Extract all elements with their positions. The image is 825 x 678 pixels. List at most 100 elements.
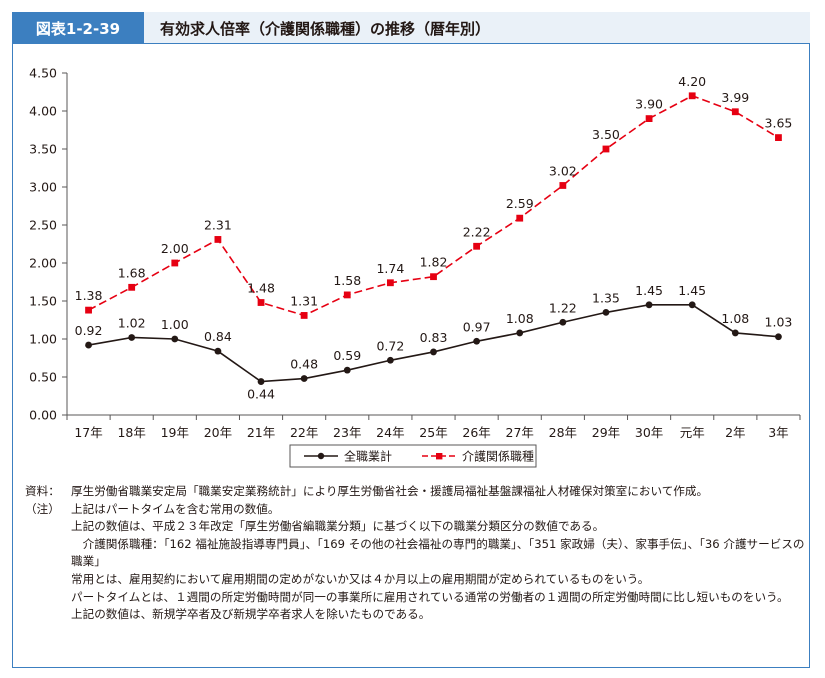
x-tick-label: 25年 (419, 425, 447, 440)
x-tick-label: 27年 (506, 425, 534, 440)
note-text: 上記の数値は、新規学卒者及び新規学卒者求人を除いたものである。 (71, 607, 431, 622)
note-row: 常用とは、雇用契約において雇用期間の定めがないか又は４か月以上の雇用期間が定めら… (25, 571, 805, 589)
series-point (85, 341, 92, 349)
data-label: 4.20 (678, 74, 706, 89)
note-row: 上記の数値は、新規学卒者及び新規学卒者求人を除いたものである。 (25, 606, 805, 624)
data-label: 0.44 (247, 387, 275, 402)
note-text: パートタイムとは、１週間の所定労働時間が同一の事業所に雇用されている通常の労働者… (71, 589, 789, 604)
series-point (386, 356, 394, 364)
data-label: 0.83 (420, 330, 448, 345)
note-text: 厚生労働省職業安定局「職業安定業務統計」により厚生労働省社会・援護局福祉基盤課福… (71, 484, 709, 498)
y-tick-label: 0.50 (29, 370, 57, 385)
series-point (602, 145, 610, 153)
data-label: 0.48 (290, 357, 318, 372)
series-point (257, 378, 265, 385)
data-label: 1.82 (420, 255, 448, 270)
data-label: 2.00 (161, 241, 189, 256)
note-text: 介護関係職種：「162 福祉施設指導専門員」、「169 その他の社会福祉の専門的… (71, 536, 805, 569)
series-point (688, 92, 696, 100)
note-tag (25, 518, 71, 536)
data-label: 2.22 (463, 224, 491, 239)
y-tick-label: 1.50 (29, 294, 57, 309)
data-label: 1.45 (678, 283, 706, 298)
data-label: 0.92 (75, 323, 103, 338)
line-chart: 0.00 0.50 1.00 1.50 2.00 2.50 3.00 3.50 4.00 4.50… (29, 66, 801, 468)
series-point (128, 334, 136, 341)
series-point (559, 318, 567, 326)
data-label: 1.08 (721, 311, 749, 326)
data-label: 1.68 (118, 265, 146, 280)
data-label: 1.45 (635, 283, 663, 298)
note-text: 上記の数値は、平成２３年改定「厚生労働省編職業分類」に基づく以下の職業分類区分の… (71, 519, 605, 534)
x-tick-label: 19年 (161, 425, 189, 440)
series-point (85, 306, 92, 314)
y-tick-label: 0.00 (29, 408, 57, 423)
series-point (775, 333, 782, 341)
x-tick-label: 22年 (290, 425, 318, 440)
series-point (645, 301, 653, 309)
series-point (343, 291, 351, 299)
data-label: 3.02 (549, 163, 577, 178)
series-point (516, 214, 524, 222)
y-tick-label: 2.50 (29, 218, 57, 233)
note-row: 介護関係職種：「162 福祉施設指導専門員」、「169 その他の社会福祉の専門的… (25, 536, 805, 571)
series-point (731, 329, 739, 337)
data-label: 3.65 (765, 116, 793, 131)
x-tick-label: 26年 (462, 425, 490, 440)
note-tag: （注） (25, 501, 60, 516)
series-point (386, 279, 394, 287)
data-label: 1.35 (592, 290, 620, 305)
series-line-2 (88, 94, 779, 317)
note-tag (25, 571, 71, 589)
series-point (688, 301, 696, 309)
y-tick-label: 2.00 (29, 256, 57, 271)
series-point (516, 329, 524, 337)
series-point (171, 259, 179, 267)
data-label: 1.74 (376, 261, 404, 276)
series-point (430, 273, 437, 281)
series-point (645, 115, 653, 122)
note-row: パートタイムとは、１週間の所定労働時間が同一の事業所に雇用されている通常の労働者… (25, 589, 805, 607)
note-row: 資料： 厚生労働省職業安定局「職業安定業務統計」により厚生労働省社会・援護局福祉基… (25, 483, 805, 501)
legend-label: 介護関係職種 (462, 449, 534, 464)
series-point (473, 242, 481, 250)
data-label: 0.72 (376, 338, 404, 353)
note-tag (25, 589, 71, 607)
data-label: 1.58 (333, 273, 361, 288)
series-point (473, 337, 481, 345)
legend (289, 444, 537, 468)
x-tick-label: 21年 (247, 425, 275, 440)
data-label: 2.59 (506, 196, 534, 211)
series-point (731, 108, 739, 116)
legend-label: 全職業計 (344, 449, 392, 464)
y-tick-label: 3.00 (29, 180, 57, 195)
note-row: 上記の数値は、平成２３年改定「厚生労働省編職業分類」に基づく以下の職業分類区分の… (25, 518, 805, 536)
x-tick-label: 29年 (592, 425, 620, 440)
series-point (343, 366, 351, 374)
data-label: 1.38 (75, 288, 103, 303)
y-tick-label: 4.00 (29, 104, 57, 119)
data-label: 0.84 (204, 329, 232, 344)
x-tick-label: 24年 (376, 425, 404, 440)
figure-label: 図表1-2-39 (12, 12, 144, 44)
data-label: 1.48 (247, 281, 275, 296)
x-tick-label: 2年 (725, 425, 745, 440)
series-point (171, 335, 179, 343)
data-label: 3.50 (592, 127, 620, 142)
data-label: 1.08 (506, 311, 534, 326)
x-tick-label: 28年 (549, 425, 577, 440)
figure-title: 有効求人倍率（介護関係職種）の推移（暦年別） (160, 19, 491, 38)
x-tick-label: 18年 (117, 425, 145, 440)
series-point (430, 348, 437, 356)
notes: 資料： 厚生労働省職業安定局「職業安定業務統計」により厚生労働省社会・援護局福祉基… (25, 483, 805, 624)
note-row: （注） 上記はパートタイムを含む常用の数値。 (25, 501, 805, 519)
y-tick-label: 1.00 (29, 332, 57, 347)
data-label: 1.00 (161, 317, 189, 332)
series-point (128, 283, 136, 291)
x-tick-label: 17年 (74, 425, 102, 440)
x-tick-label: 元年 (680, 425, 705, 440)
data-label: 1.22 (549, 300, 577, 315)
data-label: 1.31 (290, 293, 318, 308)
x-tick-label: 20年 (204, 425, 232, 440)
note-text: 上記はパートタイムを含む常用の数値。 (71, 501, 280, 516)
